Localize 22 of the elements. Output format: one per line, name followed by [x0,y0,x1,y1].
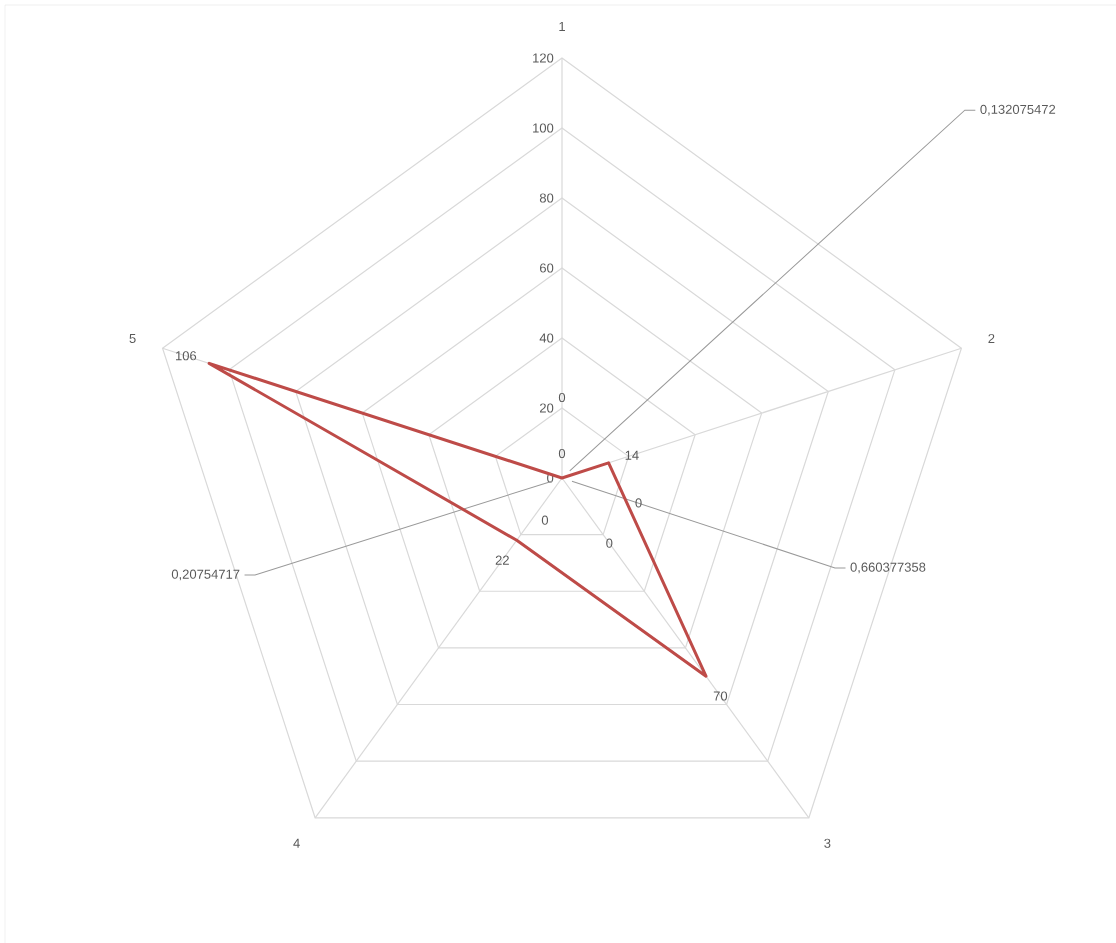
spoke-label: 3 [824,838,831,848]
y-tick-label: 40 [539,333,554,343]
y-tick-label: 100 [533,123,554,133]
spoke-label: 1 [559,22,565,31]
text: 0 [635,498,642,508]
text: 0,20754717 [171,569,240,581]
text: 0 [606,538,613,548]
data-label: 14 [625,450,639,460]
y-tick-label: 120 [533,53,554,63]
y-tick-label: 80 [539,193,554,203]
text: 0 [558,392,566,403]
spoke-label: 2 [988,333,995,344]
text: 0,660377358 [850,562,926,574]
data-label: 70 [713,691,728,701]
spoke-label: 4 [293,838,300,848]
y-tick-label: 60 [539,263,554,273]
data-label: 22 [495,555,509,565]
spoke-label: 5 [129,333,136,343]
y-tick-label: 20 [539,403,554,413]
data-label: 0 [558,448,566,459]
text: 0,132075472 [980,104,1056,116]
data-label: 106 [176,351,197,361]
